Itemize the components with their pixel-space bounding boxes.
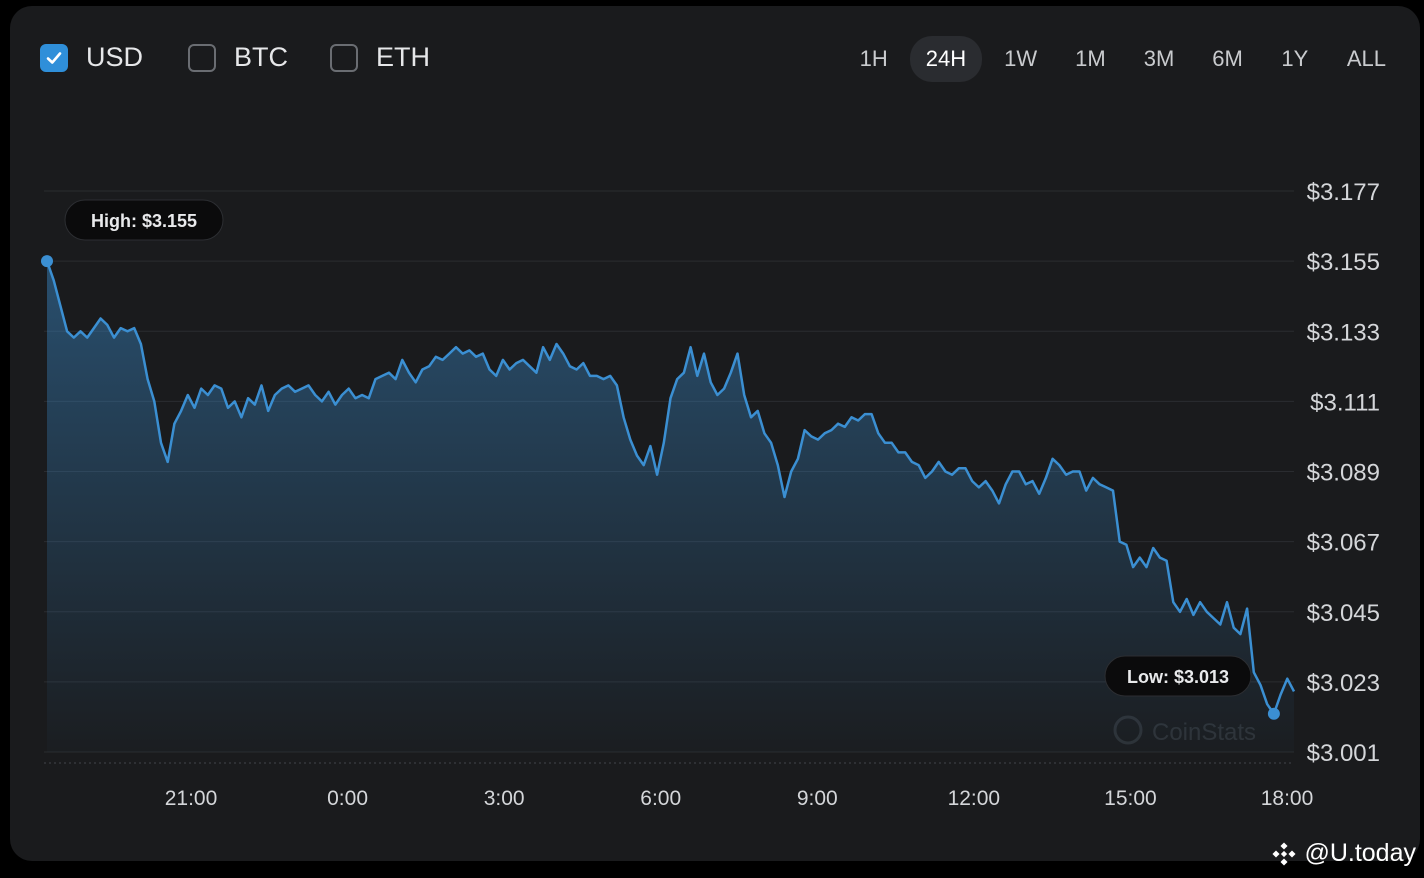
currency-option-eth[interactable]: ETH: [330, 42, 430, 73]
y-tick-label: $3.089: [1307, 460, 1380, 487]
coinstats-watermark: CoinStats: [1113, 715, 1256, 746]
tab-24h[interactable]: 24H: [909, 36, 983, 82]
tab-1y[interactable]: 1Y: [1281, 46, 1309, 71]
coinstats-logo-icon: [1113, 715, 1143, 745]
y-tick-label: $3.023: [1307, 670, 1380, 697]
y-tick-label: $3.177: [1307, 179, 1380, 206]
x-tick-label: 15:00: [1104, 787, 1157, 810]
price-area-fill: [47, 261, 1294, 752]
y-tick-label: $3.133: [1307, 319, 1380, 346]
checkbox-usd[interactable]: [40, 43, 68, 72]
x-tick-label: 21:00: [165, 787, 218, 810]
tab-1w[interactable]: 1W: [1004, 46, 1038, 71]
tab-3m[interactable]: 3M: [1143, 46, 1175, 71]
x-tick-label: 12:00: [948, 787, 1001, 810]
x-tick-label: 9:00: [797, 787, 838, 810]
high-label-bg: [64, 199, 224, 241]
x-tick-label: 3:00: [484, 787, 525, 810]
high-label-text: High: $3.155: [91, 211, 197, 231]
high-point-marker: [41, 255, 53, 268]
y-tick-label: $3.001: [1307, 740, 1380, 767]
currency-option-usd[interactable]: USD: [40, 42, 143, 73]
low-label-text: Low: $3.013: [1127, 667, 1229, 687]
y-tick-label: $3.067: [1307, 530, 1380, 557]
x-tick-label: 0:00: [327, 787, 368, 810]
diamond-logo-icon: [1272, 841, 1296, 866]
tab-all[interactable]: ALL: [1346, 46, 1386, 71]
x-tick-label: 18:00: [1261, 787, 1314, 810]
y-tick-label: $3.045: [1307, 600, 1380, 627]
currency-option-btc[interactable]: BTC: [188, 42, 288, 73]
y-tick-label: $3.111: [1310, 389, 1380, 416]
currency-label-usd: USD: [86, 42, 144, 72]
time-range-tabs: 1H 24H 1W 1M 3M 6M 1Y ALL: [844, 36, 1402, 82]
y-tick-label: $3.155: [1307, 249, 1380, 276]
credit-text: @U.today: [1304, 839, 1416, 867]
tab-1h[interactable]: 1H: [859, 46, 888, 71]
low-point-marker: [1267, 707, 1280, 720]
watermark-text: CoinStats: [1152, 719, 1256, 746]
tab-6m[interactable]: 6M: [1212, 46, 1243, 71]
credit-watermark: @U.today: [1272, 839, 1416, 868]
price-line: [45, 260, 1296, 716]
x-tick-label: 6:00: [640, 787, 681, 810]
checkmark-icon: [46, 51, 62, 64]
checkbox-eth[interactable]: [330, 43, 358, 72]
low-label-bg: [1104, 655, 1252, 697]
currency-label-btc: BTC: [234, 42, 288, 72]
checkbox-btc[interactable]: [188, 43, 216, 72]
currency-label-eth: ETH: [376, 42, 430, 72]
tab-1m[interactable]: 1M: [1075, 46, 1106, 71]
